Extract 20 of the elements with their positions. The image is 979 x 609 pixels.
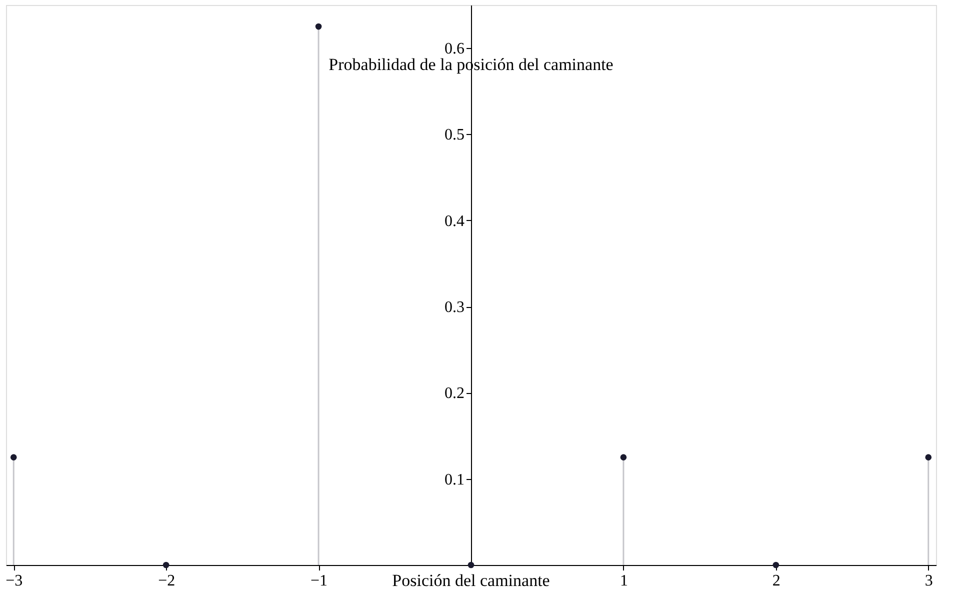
y-tick-label: 0.4 bbox=[444, 212, 464, 230]
point bbox=[468, 562, 474, 568]
x-tick-label: −3 bbox=[6, 572, 23, 590]
point bbox=[162, 562, 170, 568]
y-tick-label: 0.5 bbox=[444, 126, 464, 144]
y-tick-label: 0.2 bbox=[444, 385, 464, 402]
point bbox=[925, 454, 932, 460]
point bbox=[620, 454, 627, 460]
y-tick-label: 0.6 bbox=[444, 40, 464, 58]
x-tick-label: −1 bbox=[310, 572, 328, 590]
x-tick-label: 1 bbox=[620, 572, 628, 590]
point bbox=[315, 23, 322, 30]
x-tick-label: −2 bbox=[158, 572, 176, 590]
x-axis-title: Posición del caminante bbox=[392, 571, 550, 590]
y-tick-label: 0.3 bbox=[444, 299, 464, 316]
point bbox=[772, 562, 780, 568]
x-tick-label: 3 bbox=[924, 572, 933, 590]
y-tick-label: 0.1 bbox=[444, 471, 464, 488]
x-tick-label: 2 bbox=[772, 572, 780, 590]
point bbox=[10, 454, 17, 460]
